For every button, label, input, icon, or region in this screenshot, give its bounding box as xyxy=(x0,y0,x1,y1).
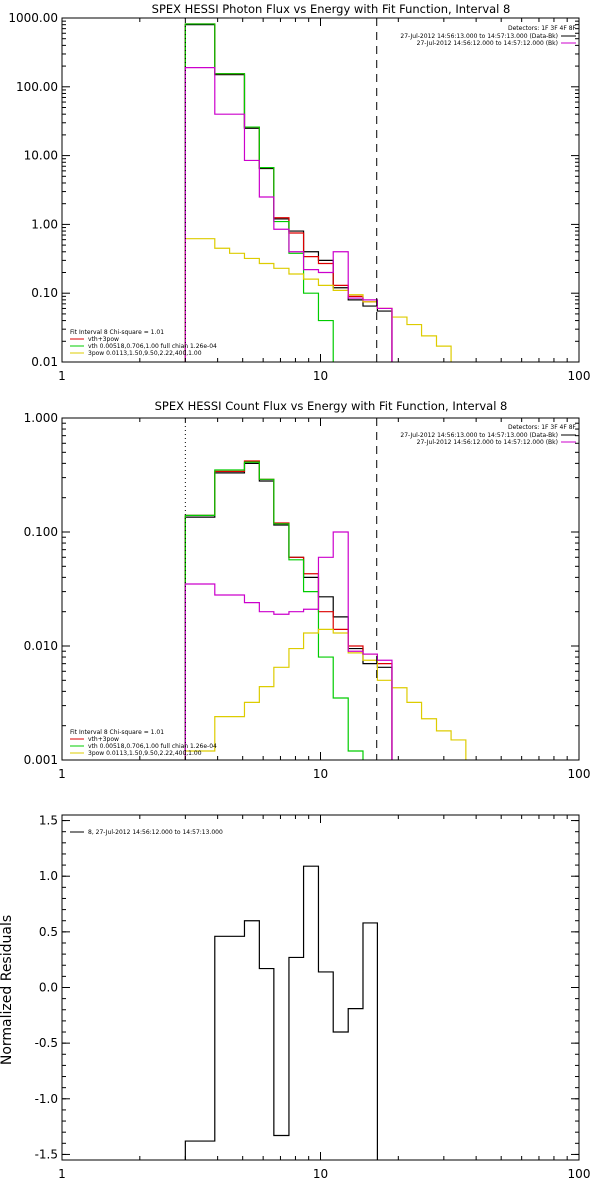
series-vth xyxy=(184,461,364,760)
y-tick-label: 0.001 xyxy=(24,753,58,767)
series-3pow xyxy=(184,628,467,760)
info-block: Detectors: 1F 3F 4F 8F 27-Jul-2012 14:56… xyxy=(400,25,576,47)
y-tick-label: 0.10 xyxy=(31,286,58,300)
y-tick-label: 0.0 xyxy=(39,981,58,995)
legend: 8, 27-Jul-2012 14:56:12.000 to 14:57:13.… xyxy=(70,829,223,836)
legend-label-vth3pow: vth+3pow xyxy=(88,336,119,343)
y-tick-label: 10.00 xyxy=(24,149,58,163)
legend: Fit Interval 8 Chi-square = 1.01 vth+3po… xyxy=(70,729,217,757)
chart-title: SPEX HESSI Photon Flux vs Energy with Fi… xyxy=(152,2,511,16)
legend-title: Fit Interval 8 Chi-square = 1.01 xyxy=(70,329,164,336)
y-tick-label: 0.010 xyxy=(24,639,58,653)
legend-label-3pow: 3pow 0.0113,1.50,9.50,2.22,400,1.00 xyxy=(88,350,202,357)
count-flux-panel: SPEX HESSI Count Flux vs Energy with Fit… xyxy=(24,399,591,781)
y-tick-label: 0.100 xyxy=(24,525,58,539)
series-vth xyxy=(184,23,334,362)
y-tick-label: -1.0 xyxy=(35,1092,58,1106)
residuals-panel: Normalized Residuals 1 10 100 -1.5 -1.0 -0.5 0… xyxy=(0,814,590,1181)
legend-label-residuals: 8, 27-Jul-2012 14:56:12.000 to 14:57:13.… xyxy=(88,829,223,836)
y-tick-label: -1.5 xyxy=(35,1147,58,1161)
series-bk xyxy=(184,531,393,760)
x-tick-label: 10 xyxy=(313,767,328,781)
series-vth-3pow xyxy=(184,460,393,760)
legend-title: Fit Interval 8 Chi-square = 1.01 xyxy=(70,729,164,736)
x-tick-label: 10 xyxy=(313,1167,328,1181)
photon-flux-panel: SPEX HESSI Photon Flux vs Energy with Fi… xyxy=(8,2,590,383)
info-line-data: 27-Jul-2012 14:56:13.000 to 14:57:13.000… xyxy=(400,33,558,40)
series-3pow xyxy=(184,238,452,362)
y-tick-label: 100.00 xyxy=(16,80,58,94)
info-line-data: 27-Jul-2012 14:56:13.000 to 14:57:13.000… xyxy=(400,432,558,439)
y-tick-label: 1.000 xyxy=(24,411,58,425)
info-line-bk: 27-Jul-2012 14:56:12.000 to 14:57:12.000… xyxy=(417,439,558,446)
series-bk xyxy=(184,67,393,362)
y-tick-label: 0.01 xyxy=(31,355,58,369)
legend-label-vth3pow: vth+3pow xyxy=(88,736,119,743)
y-axis-label: Normalized Residuals xyxy=(0,915,15,1065)
legend-label-vth: vth 0.00518,0.706,1.00 full chian 1.26e-… xyxy=(88,343,217,350)
x-tick-label: 100 xyxy=(568,767,591,781)
x-tick-label: 1 xyxy=(58,767,66,781)
x-tick-label: 100 xyxy=(568,369,591,383)
series-residuals xyxy=(184,865,378,1160)
y-tick-label: 1000.00 xyxy=(8,11,58,25)
legend: Fit Interval 8 Chi-square = 1.01 vth+3po… xyxy=(70,329,217,357)
info-line-bk: 27-Jul-2012 14:56:12.000 to 14:57:12.000… xyxy=(417,40,558,47)
y-tick-label: 1.0 xyxy=(39,869,58,883)
legend-label-3pow: 3pow 0.0113,1.50,9.50,2.22,400,1.00 xyxy=(88,750,202,757)
x-tick-label: 1 xyxy=(58,1167,66,1181)
x-tick-label: 1 xyxy=(58,369,66,383)
x-tick-label: 100 xyxy=(568,1167,591,1181)
y-tick-label: 0.5 xyxy=(39,925,58,939)
info-block: Detectors: 1F 3F 4F 8F 27-Jul-2012 14:56… xyxy=(400,424,576,446)
y-tick-label: -0.5 xyxy=(35,1036,58,1050)
y-tick-label: 1.5 xyxy=(39,814,58,828)
y-tick-label: 1.00 xyxy=(31,217,58,231)
x-tick-label: 10 xyxy=(313,369,328,383)
detectors-label: Detectors: 1F 3F 4F 8F xyxy=(508,25,577,32)
detectors-label: Detectors: 1F 3F 4F 8F xyxy=(508,424,577,431)
chart-title: SPEX HESSI Count Flux vs Energy with Fit… xyxy=(155,399,508,413)
legend-label-vth: vth 0.00518,0.706,1.00 full chian 1.26e-… xyxy=(88,743,217,750)
series-data-bk xyxy=(184,24,393,362)
